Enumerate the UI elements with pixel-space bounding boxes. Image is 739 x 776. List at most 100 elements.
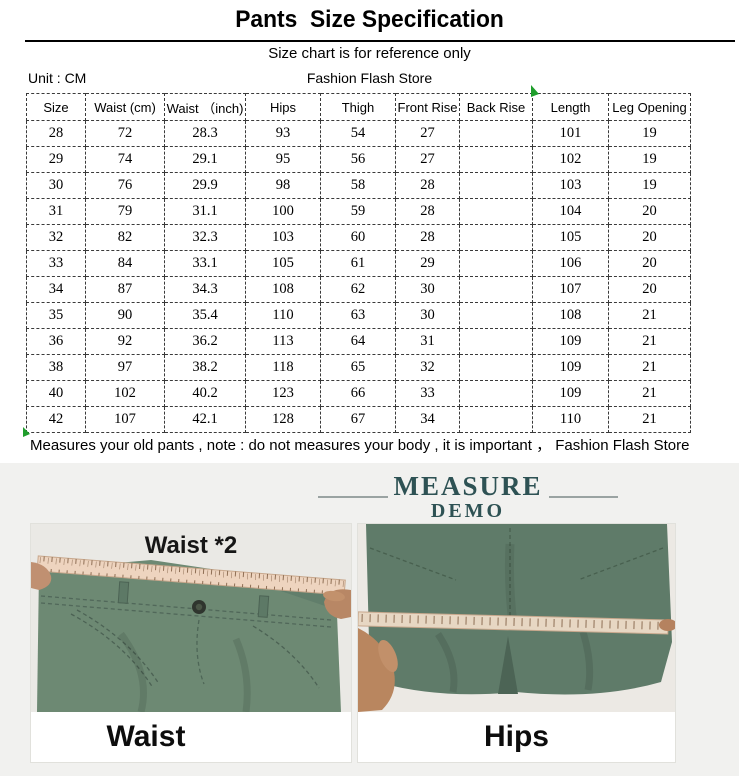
table-cell: 67 bbox=[320, 406, 396, 433]
table-cell: 82 bbox=[85, 224, 165, 251]
table-cell: 103 bbox=[245, 224, 321, 251]
table-row: 34 87 34.3 108 62 30 107 20 bbox=[26, 276, 691, 303]
table-cell bbox=[459, 354, 533, 381]
store-name: Fashion Flash Store bbox=[306, 70, 433, 86]
table-cell: 42.1 bbox=[164, 406, 246, 433]
table-cell: 38.2 bbox=[164, 354, 246, 381]
table-row: 30 76 29.9 98 58 28 103 19 bbox=[26, 172, 691, 199]
table-cell: 42 bbox=[26, 406, 86, 433]
title-divider bbox=[25, 40, 735, 42]
table-row: 38 97 38.2 118 65 32 109 21 bbox=[26, 354, 691, 381]
table-cell: 29.1 bbox=[164, 146, 246, 173]
green-tick-mark bbox=[531, 85, 539, 97]
table-cell: 123 bbox=[245, 380, 321, 407]
table-cell: 105 bbox=[532, 224, 609, 251]
table-cell: 20 bbox=[608, 250, 691, 277]
table-cell bbox=[459, 146, 533, 173]
table-cell bbox=[459, 198, 533, 225]
table-cell: 128 bbox=[245, 406, 321, 433]
column-header: Thigh bbox=[320, 93, 396, 121]
table-cell: 109 bbox=[532, 354, 609, 381]
table-cell: 87 bbox=[85, 276, 165, 303]
table-cell: 33 bbox=[26, 250, 86, 277]
table-cell: 104 bbox=[532, 198, 609, 225]
waist-photo-card: Waist *2 Waist bbox=[30, 523, 352, 763]
green-tick-mark bbox=[23, 427, 30, 437]
table-cell: 40 bbox=[26, 380, 86, 407]
measuring-tape bbox=[36, 555, 346, 596]
table-cell: 36 bbox=[26, 328, 86, 355]
table-row: 33 84 33.1 105 61 29 106 20 bbox=[26, 250, 691, 277]
demo-heading-text: DEMO bbox=[430, 500, 506, 522]
table-cell: 60 bbox=[320, 224, 396, 251]
table-cell: 118 bbox=[245, 354, 321, 381]
table-cell: 21 bbox=[608, 380, 691, 407]
table-cell: 97 bbox=[85, 354, 165, 381]
table-cell: 109 bbox=[532, 328, 609, 355]
table-cell: 30 bbox=[395, 276, 460, 303]
table-cell: 61 bbox=[320, 250, 396, 277]
table-cell: 72 bbox=[85, 120, 165, 147]
table-cell: 84 bbox=[85, 250, 165, 277]
table-cell: 32.3 bbox=[164, 224, 246, 251]
column-header: Length bbox=[532, 93, 609, 121]
table-cell: 76 bbox=[85, 172, 165, 199]
column-header: Waist (cm) bbox=[85, 93, 165, 121]
column-header: Back Rise bbox=[459, 93, 533, 121]
waist-pants-illustration bbox=[31, 524, 351, 712]
measure-heading-text: MEASURE bbox=[393, 471, 543, 501]
waist-x2-label: Waist *2 bbox=[144, 532, 238, 559]
unit-label: Unit : CM bbox=[28, 70, 87, 86]
table-cell: 30 bbox=[26, 172, 86, 199]
table-cell: 28 bbox=[26, 120, 86, 147]
table-cell: 110 bbox=[532, 406, 609, 433]
table-cell: 113 bbox=[245, 328, 321, 355]
left-hand bbox=[31, 562, 52, 590]
column-header: Front Rise bbox=[395, 93, 460, 121]
table-body: 28 72 28.3 93 54 27 101 19 29 74 29.1 95 56 27 102 19 30… bbox=[26, 120, 691, 433]
hand bbox=[358, 628, 398, 712]
table-cell: 62 bbox=[320, 276, 396, 303]
table-cell bbox=[459, 120, 533, 147]
table-cell: 29 bbox=[26, 146, 86, 173]
table-cell bbox=[459, 172, 533, 199]
table-cell: 31 bbox=[26, 198, 86, 225]
table-cell: 28 bbox=[395, 198, 460, 225]
waist-label: Waist bbox=[106, 720, 186, 753]
hips-photo bbox=[358, 524, 675, 712]
column-header: Leg Opening bbox=[608, 93, 691, 121]
table-cell: 40.2 bbox=[164, 380, 246, 407]
table-cell: 21 bbox=[608, 406, 691, 433]
table-cell: 34 bbox=[395, 406, 460, 433]
table-cell: 28 bbox=[395, 172, 460, 199]
table-cell: 106 bbox=[532, 250, 609, 277]
table-cell: 107 bbox=[532, 276, 609, 303]
table-header-row: Size Waist (cm) Waist （inch) Hips Thigh Front… bbox=[26, 93, 691, 121]
table-cell: 32 bbox=[395, 354, 460, 381]
table-cell: 20 bbox=[608, 224, 691, 251]
table-cell: 54 bbox=[320, 120, 396, 147]
column-header: Size bbox=[26, 93, 86, 121]
table-row: 35 90 35.4 110 63 30 108 21 bbox=[26, 302, 691, 329]
table-row: 36 92 36.2 113 64 31 109 21 bbox=[26, 328, 691, 355]
table-cell: 28 bbox=[395, 224, 460, 251]
table-cell: 101 bbox=[532, 120, 609, 147]
table-cell: 19 bbox=[608, 146, 691, 173]
hips-label-strip: Hips bbox=[358, 712, 675, 762]
table-row: 32 82 32.3 103 60 28 105 20 bbox=[26, 224, 691, 251]
table-cell: 28.3 bbox=[164, 120, 246, 147]
table-cell: 29.9 bbox=[164, 172, 246, 199]
table-cell bbox=[459, 380, 533, 407]
page-title: Pants Size Specification bbox=[235, 6, 504, 33]
table-cell: 103 bbox=[532, 172, 609, 199]
reference-subtitle: Size chart is for reference only bbox=[268, 45, 471, 62]
table-cell: 27 bbox=[395, 146, 460, 173]
hips-pants-illustration bbox=[358, 524, 675, 712]
table-row: 29 74 29.1 95 56 27 102 19 bbox=[26, 146, 691, 173]
table-cell: 65 bbox=[320, 354, 396, 381]
table-cell: 20 bbox=[608, 276, 691, 303]
table-cell bbox=[459, 302, 533, 329]
table-cell: 107 bbox=[85, 406, 165, 433]
table-cell bbox=[459, 328, 533, 355]
table-cell bbox=[459, 276, 533, 303]
